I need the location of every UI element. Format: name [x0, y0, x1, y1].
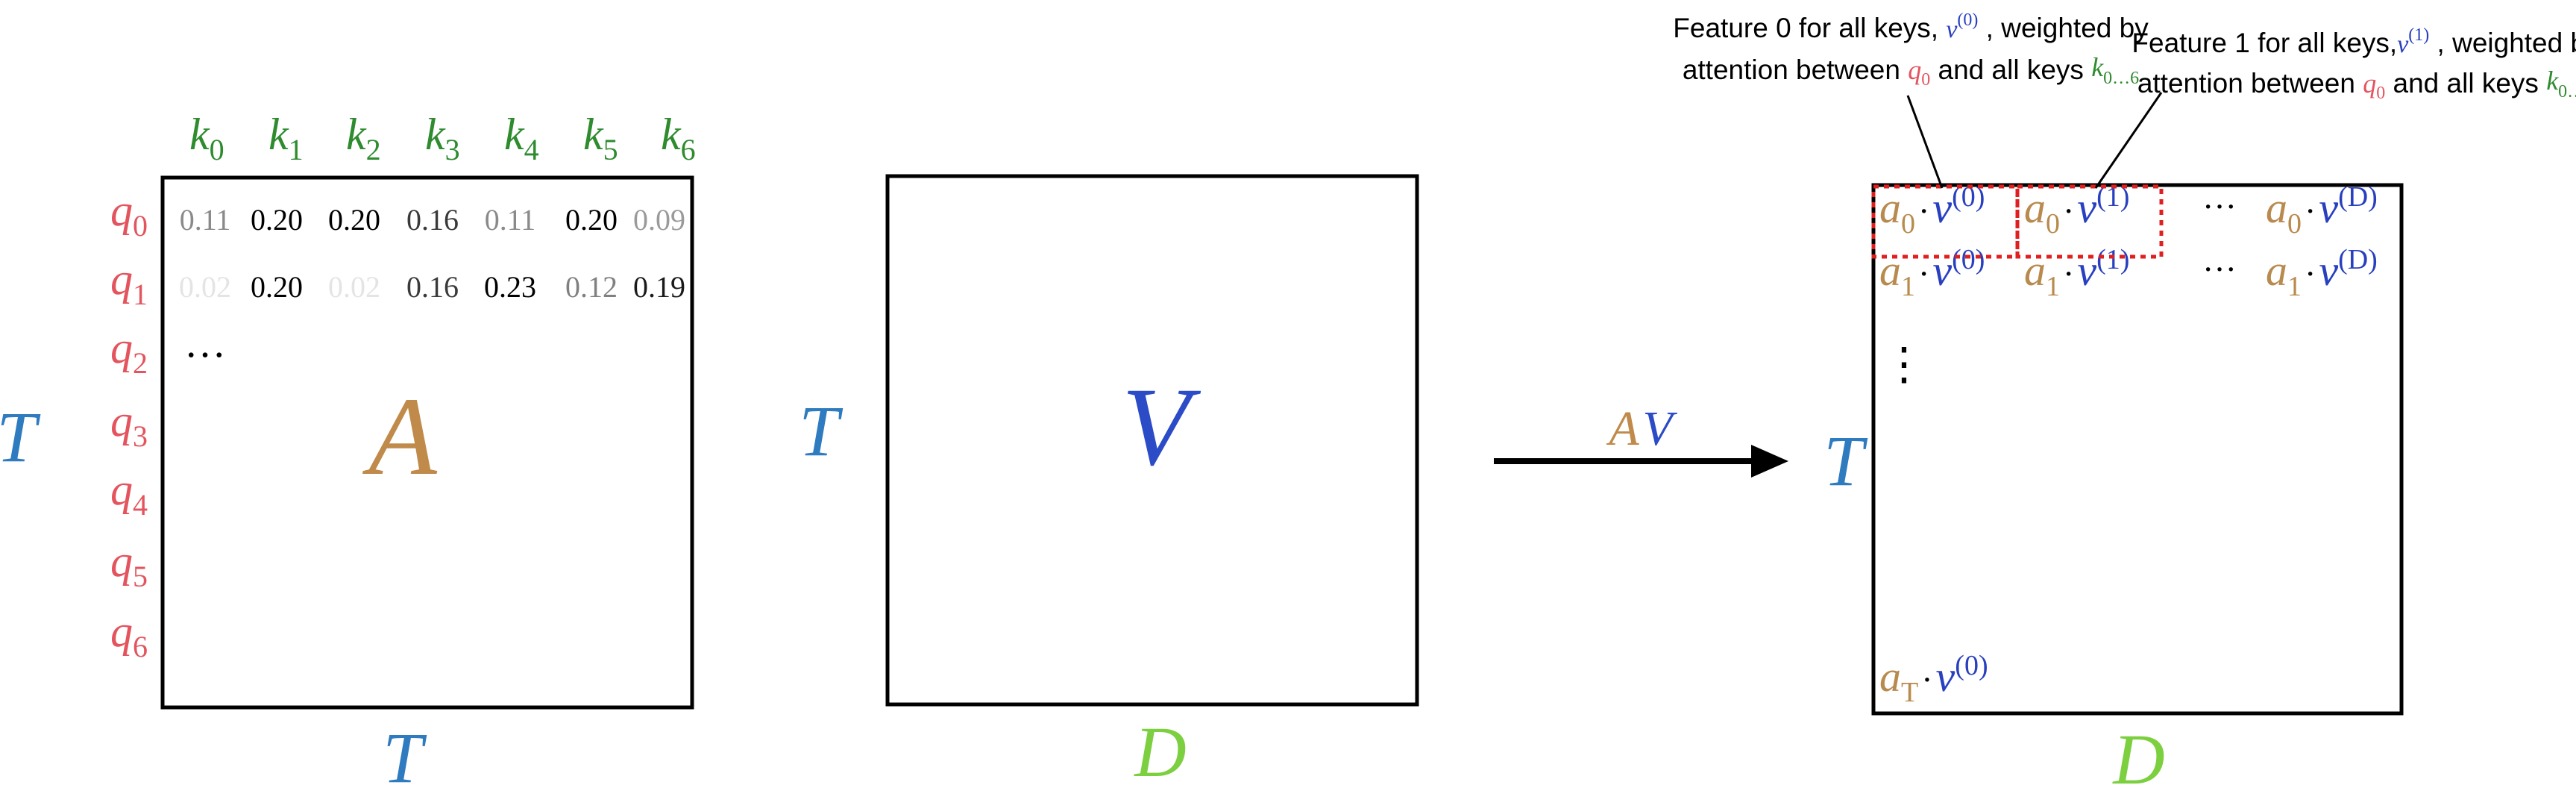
callout-line-feature-1: [2094, 92, 2163, 189]
matrix-a-col-dim: T: [383, 718, 427, 788]
result-vertical-ellipsis: ⋮: [1882, 340, 1926, 389]
attention-cell: 0.20: [251, 203, 303, 237]
key-label-1: k1: [268, 110, 304, 166]
result-entry: a0·v(D): [2266, 181, 2378, 240]
key-label-6: k6: [661, 110, 696, 166]
attention-values: 0.11 0.20 0.20 0.16 0.11 0.20 0.09 0.02 0.20 0.02…: [179, 203, 685, 304]
highlight-feature-0: [1871, 184, 2020, 259]
attention-cell: 0.19: [633, 270, 685, 304]
result-entry: a0·v(1): [2024, 181, 2129, 240]
attention-cell: 0.20: [251, 270, 303, 304]
attention-cell: 0.23: [484, 270, 536, 304]
arrow-label-v: V: [1642, 401, 1677, 456]
query-label-0: q0: [110, 186, 148, 243]
query-label-4: q4: [110, 465, 148, 522]
annotation-1-line-1: Feature 1 for all keys,v(1) , weighted b…: [2132, 25, 2576, 58]
attention-cell: 0.16: [406, 270, 459, 304]
attention-cell: 0.20: [328, 203, 380, 237]
attention-cell: 0.02: [179, 270, 231, 304]
query-label-6: q6: [110, 607, 148, 663]
matrix-a-row-dim: T: [0, 397, 41, 477]
query-label-1: q1: [110, 254, 148, 311]
key-label-5: k5: [583, 110, 618, 166]
attention-cell: 0.02: [328, 270, 380, 304]
matrix-v-box: [885, 174, 1419, 707]
result-entry: a1·v(D): [2266, 244, 2378, 302]
matrix-a-box: [160, 175, 694, 710]
annotation-0-line-2: attention between q0 and all keys k0…6: [1683, 52, 2139, 90]
result-entry: a0·v(0): [1879, 181, 1985, 240]
key-label-4: k4: [504, 110, 539, 166]
matrix-v-col-dim: D: [1133, 712, 1186, 788]
key-label-2: k2: [346, 110, 381, 166]
result-entry: a1·v(0): [1879, 244, 1985, 302]
result-entry: a1·v(1): [2024, 244, 2129, 302]
attention-cell: 0.11: [180, 203, 231, 237]
attention-cell: 0.09: [633, 203, 685, 237]
key-labels: k0 k1 k2 k3 k4 k5 k6: [189, 110, 696, 166]
matrix-a-row-ellipsis: …: [184, 320, 226, 366]
key-label-3: k3: [425, 110, 460, 166]
result-entry-last-row: aT·v(0): [1879, 650, 1988, 708]
query-label-5: q5: [110, 537, 148, 593]
attention-cell: 0.20: [565, 203, 618, 237]
attention-cell: 0.12: [565, 270, 618, 304]
query-label-3: q3: [110, 396, 148, 453]
matrix-v: V T D: [799, 174, 1419, 788]
matrix-v-letter: V: [1122, 365, 1201, 489]
matrix-v-row-dim: T: [799, 391, 844, 471]
callout-line-feature-0: [1906, 95, 1944, 189]
result-row-dim: T: [1823, 421, 1868, 501]
attention-cell: 0.11: [485, 203, 536, 237]
query-labels: q0 q1 q2 q3 q4 q5 q6: [110, 186, 148, 663]
result-row-ellipsis: ···: [2202, 187, 2237, 225]
highlight-feature-1: [2015, 184, 2164, 259]
annotation-0-line-1: Feature 0 for all keys, v(0) , weighted …: [1673, 10, 2149, 43]
matrix-a-letter: A: [362, 375, 438, 498]
key-label-0: k0: [189, 110, 224, 166]
result-entries: a0·v(0) a0·v(1) a0·v(D) ··· a1·v(0) a1·v(1) a1…: [1879, 181, 2378, 708]
attention-cell: 0.16: [406, 203, 459, 237]
annotation-1-line-2: attention between q0 and all keys k0…6: [2137, 66, 2576, 103]
annotations: Feature 0 for all keys, v(0) , weighted …: [1673, 10, 2576, 103]
result-col-dim: D: [2111, 719, 2164, 788]
query-label-2: q2: [110, 323, 148, 380]
matrix-a: A T T k0 k1 k2 k3 k4 k5 k6 q0 q1 q2 q3 q4 q5 q6 0.11…: [0, 110, 696, 788]
result-matrix: T D a0·v(0) a0·v(1) a0·v(D) ··· a1·v(0) a1·v(…: [1823, 181, 2404, 788]
arrow-head: [1751, 445, 1788, 478]
result-row-ellipsis: ···: [2202, 250, 2237, 288]
arrow-label-a: A: [1606, 401, 1639, 456]
